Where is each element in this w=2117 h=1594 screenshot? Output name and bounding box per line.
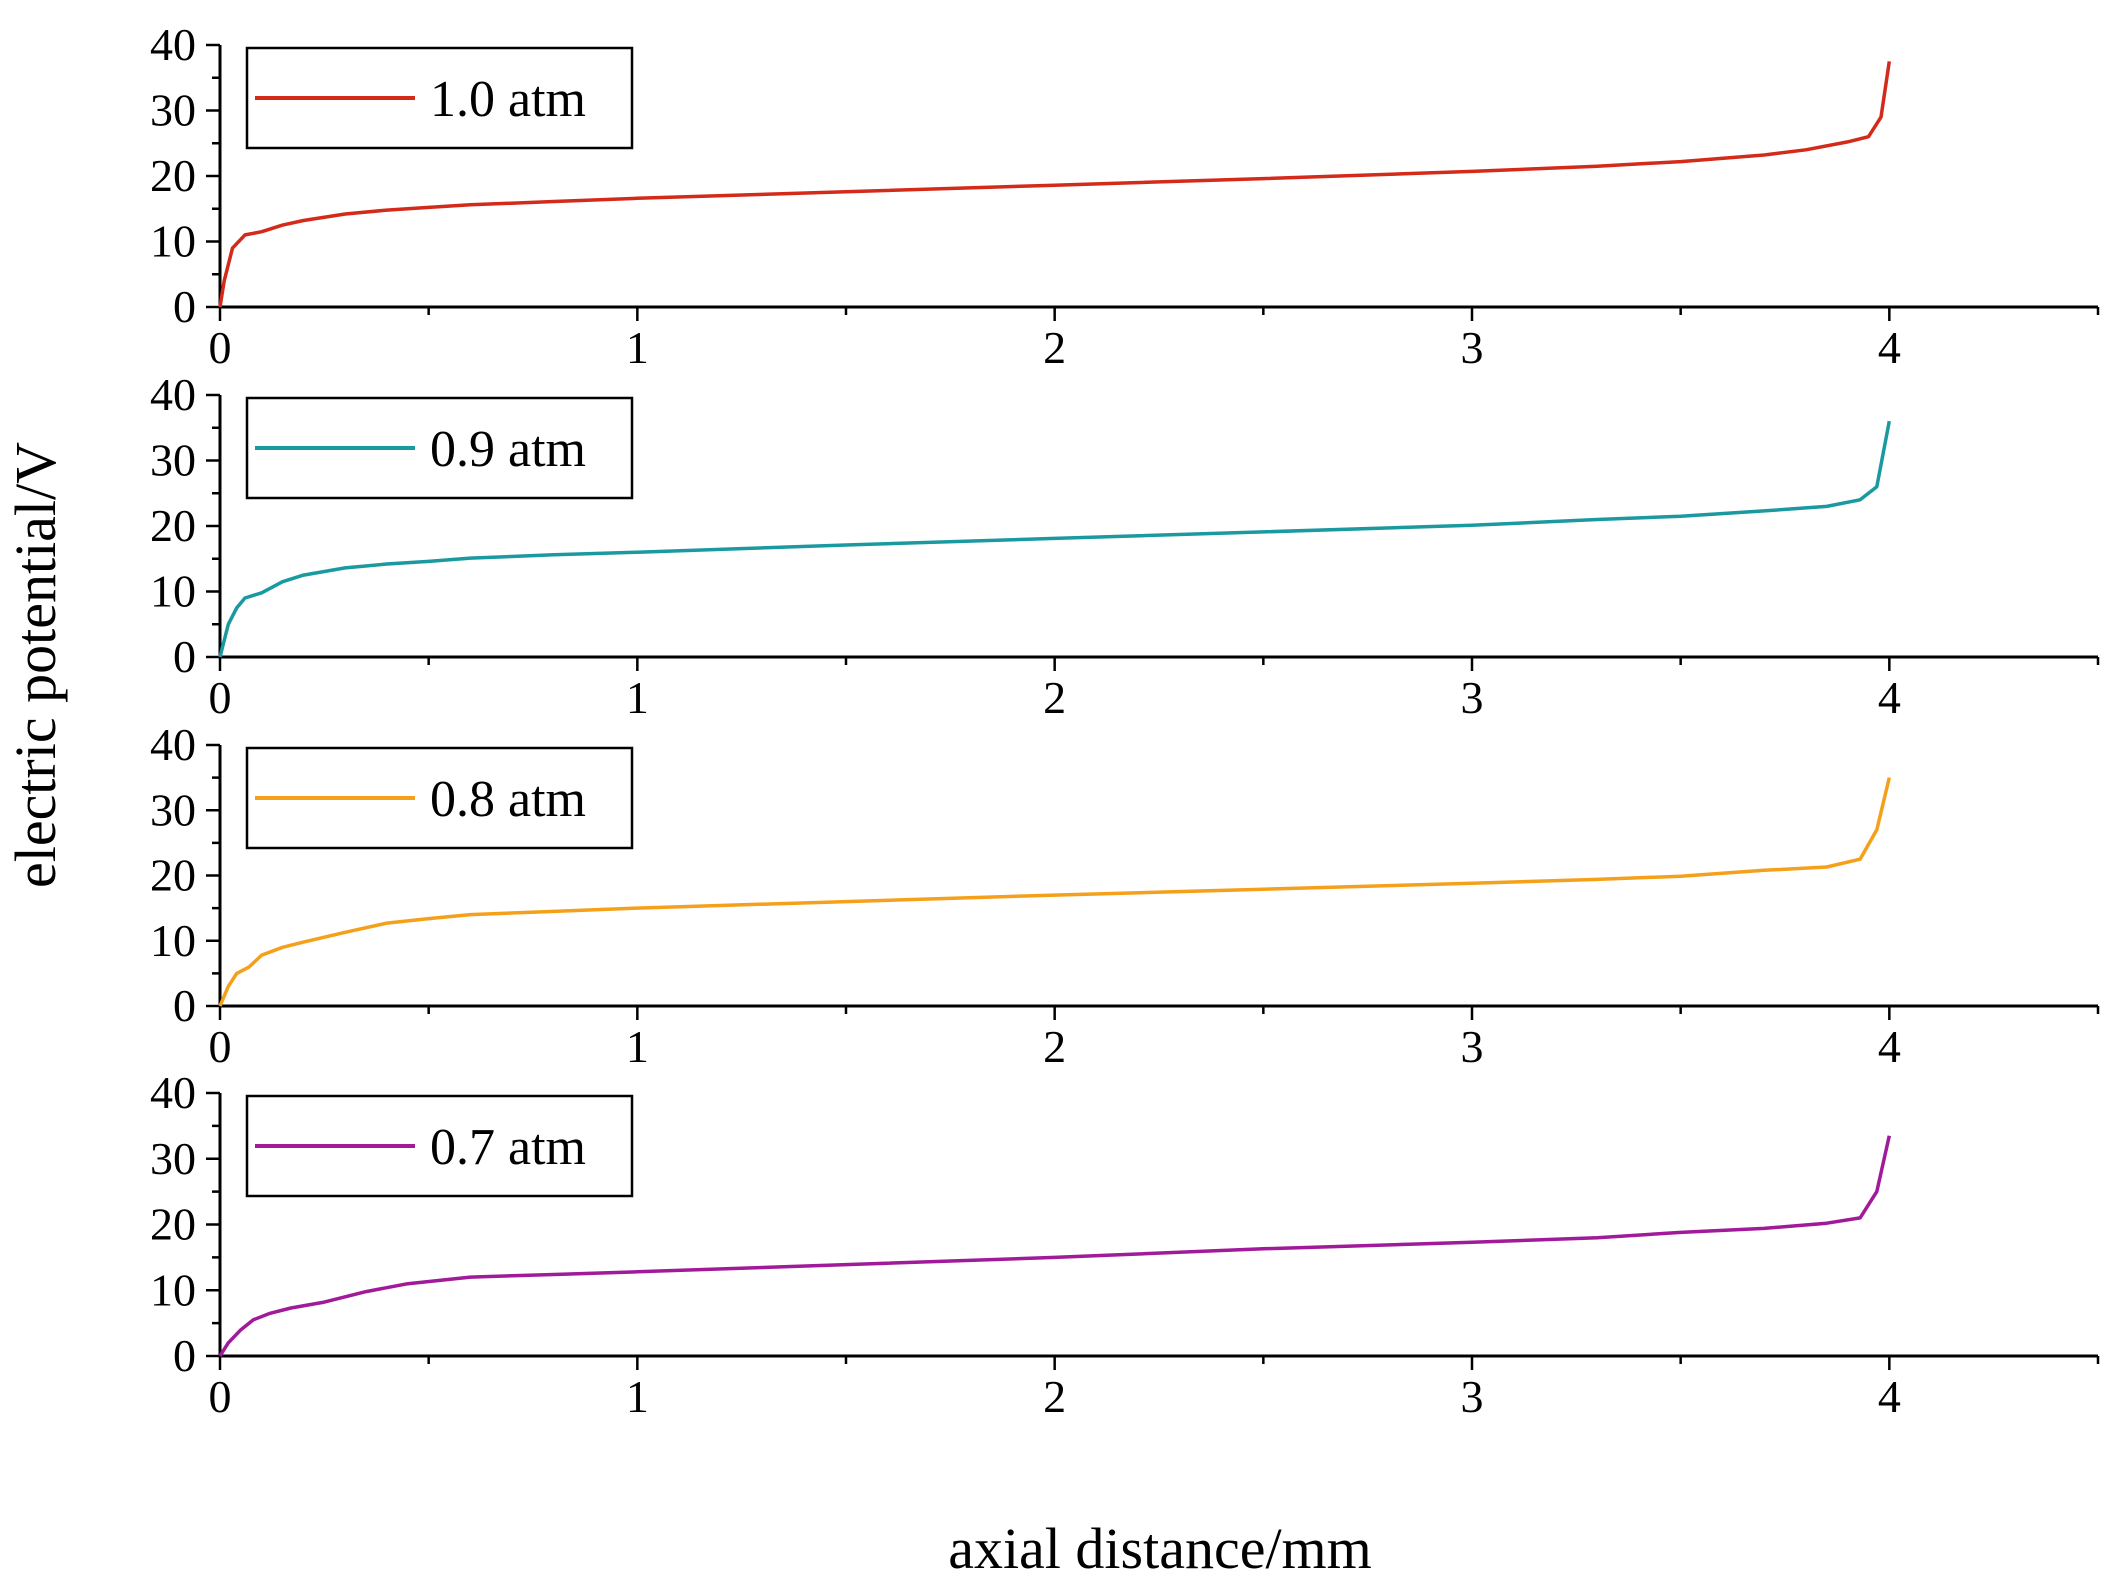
legend-label: 0.8 atm (430, 771, 586, 828)
x-tick-label: 2 (1043, 1371, 1066, 1422)
y-tick-label: 40 (150, 1067, 196, 1118)
x-tick-label: 1 (626, 1021, 649, 1072)
x-tick-label: 1 (626, 672, 649, 723)
x-tick-label: 2 (1043, 1021, 1066, 1072)
y-tick-label: 20 (150, 150, 196, 201)
y-tick-label: 30 (150, 435, 196, 486)
y-axis-label: electric potential/V (3, 442, 68, 888)
x-tick-label: 1 (626, 322, 649, 373)
x-tick-label: 4 (1878, 322, 1901, 373)
x-tick-label: 2 (1043, 322, 1066, 373)
x-axis-label: axial distance/mm (948, 1516, 1372, 1581)
x-tick-label: 2 (1043, 672, 1066, 723)
y-tick-label: 30 (150, 85, 196, 136)
legend: 0.8 atm (245, 746, 634, 850)
y-tick-label: 40 (150, 19, 196, 70)
y-tick-label: 10 (150, 915, 196, 966)
x-tick-label: 3 (1461, 1021, 1484, 1072)
legend: 0.7 atm (245, 1094, 634, 1198)
y-tick-label: 40 (150, 719, 196, 770)
y-tick-label: 40 (150, 369, 196, 420)
x-tick-label: 3 (1461, 672, 1484, 723)
x-tick-label: 0 (209, 1371, 232, 1422)
x-tick-label: 1 (626, 1371, 649, 1422)
y-tick-label: 20 (150, 850, 196, 901)
y-tick-label: 0 (173, 281, 196, 332)
y-tick-label: 30 (150, 784, 196, 835)
x-tick-label: 0 (209, 1021, 232, 1072)
y-tick-label: 0 (173, 631, 196, 682)
series-line-0-7-atm (218, 1135, 1892, 1357)
y-tick-label: 30 (150, 1133, 196, 1184)
x-tick-label: 0 (209, 672, 232, 723)
legend: 1.0 atm (245, 46, 634, 150)
x-tick-label: 0 (209, 322, 232, 373)
legend: 0.9 atm (245, 396, 634, 500)
y-tick-label: 10 (150, 216, 196, 267)
y-tick-label: 10 (150, 566, 196, 617)
y-tick-label: 0 (173, 1330, 196, 1381)
y-tick-label: 10 (150, 1264, 196, 1315)
legend-label: 1.0 atm (430, 71, 586, 128)
x-tick-label: 4 (1878, 1371, 1901, 1422)
series-line-0-8-atm (218, 777, 1892, 1007)
series-line-0-9-atm (218, 420, 1892, 658)
x-tick-label: 3 (1461, 1371, 1484, 1422)
y-tick-label: 20 (150, 1199, 196, 1250)
x-tick-label: 4 (1878, 672, 1901, 723)
y-tick-label: 20 (150, 500, 196, 551)
x-tick-label: 3 (1461, 322, 1484, 373)
x-tick-label: 4 (1878, 1021, 1901, 1072)
series-line-1-0-atm (218, 61, 1892, 308)
legend-label: 0.7 atm (430, 1119, 586, 1176)
y-tick-label: 0 (173, 980, 196, 1031)
legend-label: 0.9 atm (430, 421, 586, 478)
